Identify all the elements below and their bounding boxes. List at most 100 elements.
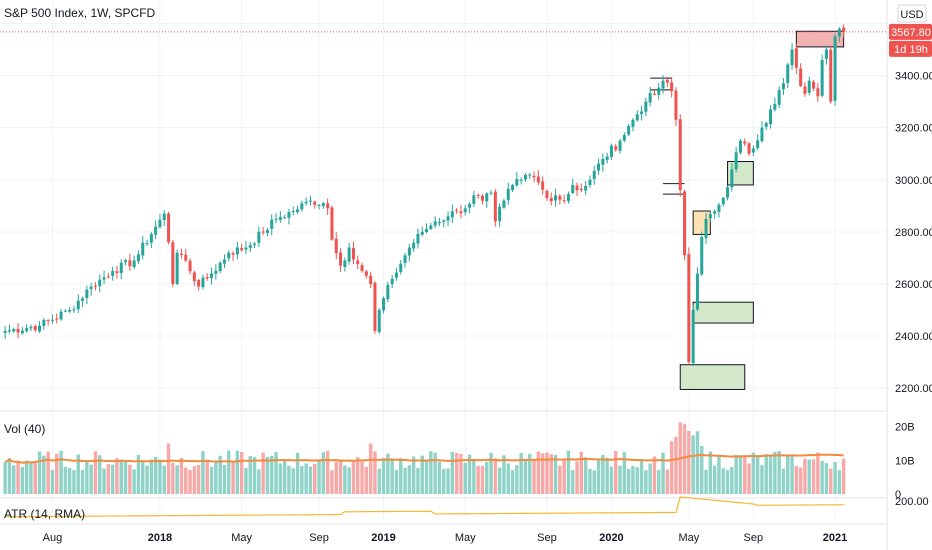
candle-body	[781, 83, 785, 90]
candle-body	[536, 176, 540, 183]
candle-body	[472, 195, 476, 204]
candle-body	[420, 231, 424, 235]
candle-body	[519, 179, 523, 181]
candle-body	[721, 197, 725, 205]
volume-bar	[661, 452, 665, 494]
volume-bar	[67, 467, 72, 494]
volume-bar	[674, 437, 678, 494]
volume-bar	[98, 455, 102, 494]
candle-body	[678, 119, 682, 191]
volume-bar	[583, 457, 588, 494]
candle-body	[283, 217, 287, 219]
march-support-box[interactable]	[692, 301, 754, 324]
volume-bar	[738, 455, 743, 494]
candle-body	[287, 212, 291, 218]
volume-bar	[308, 466, 313, 494]
candle-body	[558, 196, 562, 200]
volume-bar	[278, 463, 283, 494]
volume-bar	[317, 460, 321, 494]
candle-body	[257, 231, 261, 243]
candle-body	[734, 152, 738, 170]
volume-bar	[351, 460, 356, 494]
atr-title: ATR (14, RMA)	[4, 507, 85, 521]
candle-body	[394, 272, 398, 278]
candle-body	[321, 203, 325, 206]
candle-body	[158, 219, 162, 227]
candle-body	[192, 272, 196, 281]
candle-body	[425, 228, 429, 232]
volume-bar	[459, 453, 463, 494]
price-tick-label: 2600.00	[895, 279, 932, 291]
candle-body	[270, 219, 274, 229]
candle-body	[128, 260, 132, 267]
candle-body	[480, 195, 484, 201]
volume-bar	[566, 450, 571, 494]
volume-bar	[394, 469, 399, 494]
volume-bar	[7, 457, 12, 494]
volume-bar	[390, 458, 394, 494]
price-axis[interactable]: 2200.00 2400.00 2600.00 2800.00 3000.00 3200.…	[895, 71, 932, 396]
price-tick-label: 2400.00	[895, 331, 932, 343]
volume-bar	[635, 467, 639, 494]
candle-body	[240, 248, 244, 251]
candle-body	[59, 311, 63, 320]
volume-bar	[485, 461, 489, 494]
volume-bar	[648, 463, 652, 494]
candle-body	[700, 237, 704, 275]
volume-bar	[609, 466, 614, 494]
time-tick-label: May	[678, 532, 699, 544]
volume-bar	[63, 466, 68, 494]
volume-bar	[502, 455, 506, 494]
volume-axis: 0 10B 20B	[895, 422, 915, 501]
price-tick-label: 2200.00	[895, 383, 932, 395]
candle-body	[3, 330, 7, 333]
volume-bar	[424, 460, 429, 494]
grid-lines	[0, 0, 887, 522]
volume-bar	[222, 464, 227, 494]
march-low-box[interactable]	[679, 364, 746, 390]
time-axis[interactable]: Aug 2018 May Sep 2019 May Sep 2020 May Sep 2021	[43, 532, 848, 544]
candle-body	[399, 263, 403, 272]
candle-body	[545, 190, 549, 198]
volume-tick-label: 0	[895, 489, 901, 501]
currency-button[interactable]: USD	[897, 4, 927, 23]
volume-bar	[751, 452, 756, 494]
volume-bar	[704, 469, 708, 494]
candle-body	[106, 276, 110, 278]
volume-series	[3, 422, 846, 494]
candle-body	[12, 328, 16, 332]
candle-body	[575, 185, 579, 191]
volume-bar	[579, 451, 584, 494]
volume-tick-label: 10B	[895, 455, 915, 467]
volume-bar	[261, 452, 265, 494]
candle-body	[476, 195, 480, 197]
volume-bar	[700, 446, 704, 494]
candle-body	[511, 184, 515, 191]
summer-support-box[interactable]	[727, 161, 754, 186]
volume-bar	[304, 463, 308, 494]
volume-bar	[132, 469, 136, 494]
volume-bar	[403, 467, 407, 494]
candle-body	[351, 248, 355, 260]
volume-bar	[549, 454, 553, 494]
candle-body	[824, 49, 828, 59]
volume-bar	[20, 466, 25, 494]
volume-bar	[803, 458, 807, 494]
volume-bar	[523, 460, 528, 494]
recent-resistance-box[interactable]	[795, 30, 845, 48]
candle-body	[373, 282, 377, 331]
candle-body	[403, 255, 407, 263]
candle-body	[773, 103, 777, 110]
volume-bar	[85, 460, 89, 494]
candle-body	[592, 171, 596, 179]
candle-body	[343, 260, 347, 267]
candle-body	[541, 181, 545, 190]
candle-body	[278, 217, 282, 220]
candle-body	[648, 93, 652, 103]
covid-gap-box[interactable]	[692, 210, 711, 235]
volume-bar	[141, 460, 145, 494]
volume-bar	[188, 469, 192, 494]
volume-bar	[575, 461, 579, 494]
volume-bar	[149, 459, 154, 494]
